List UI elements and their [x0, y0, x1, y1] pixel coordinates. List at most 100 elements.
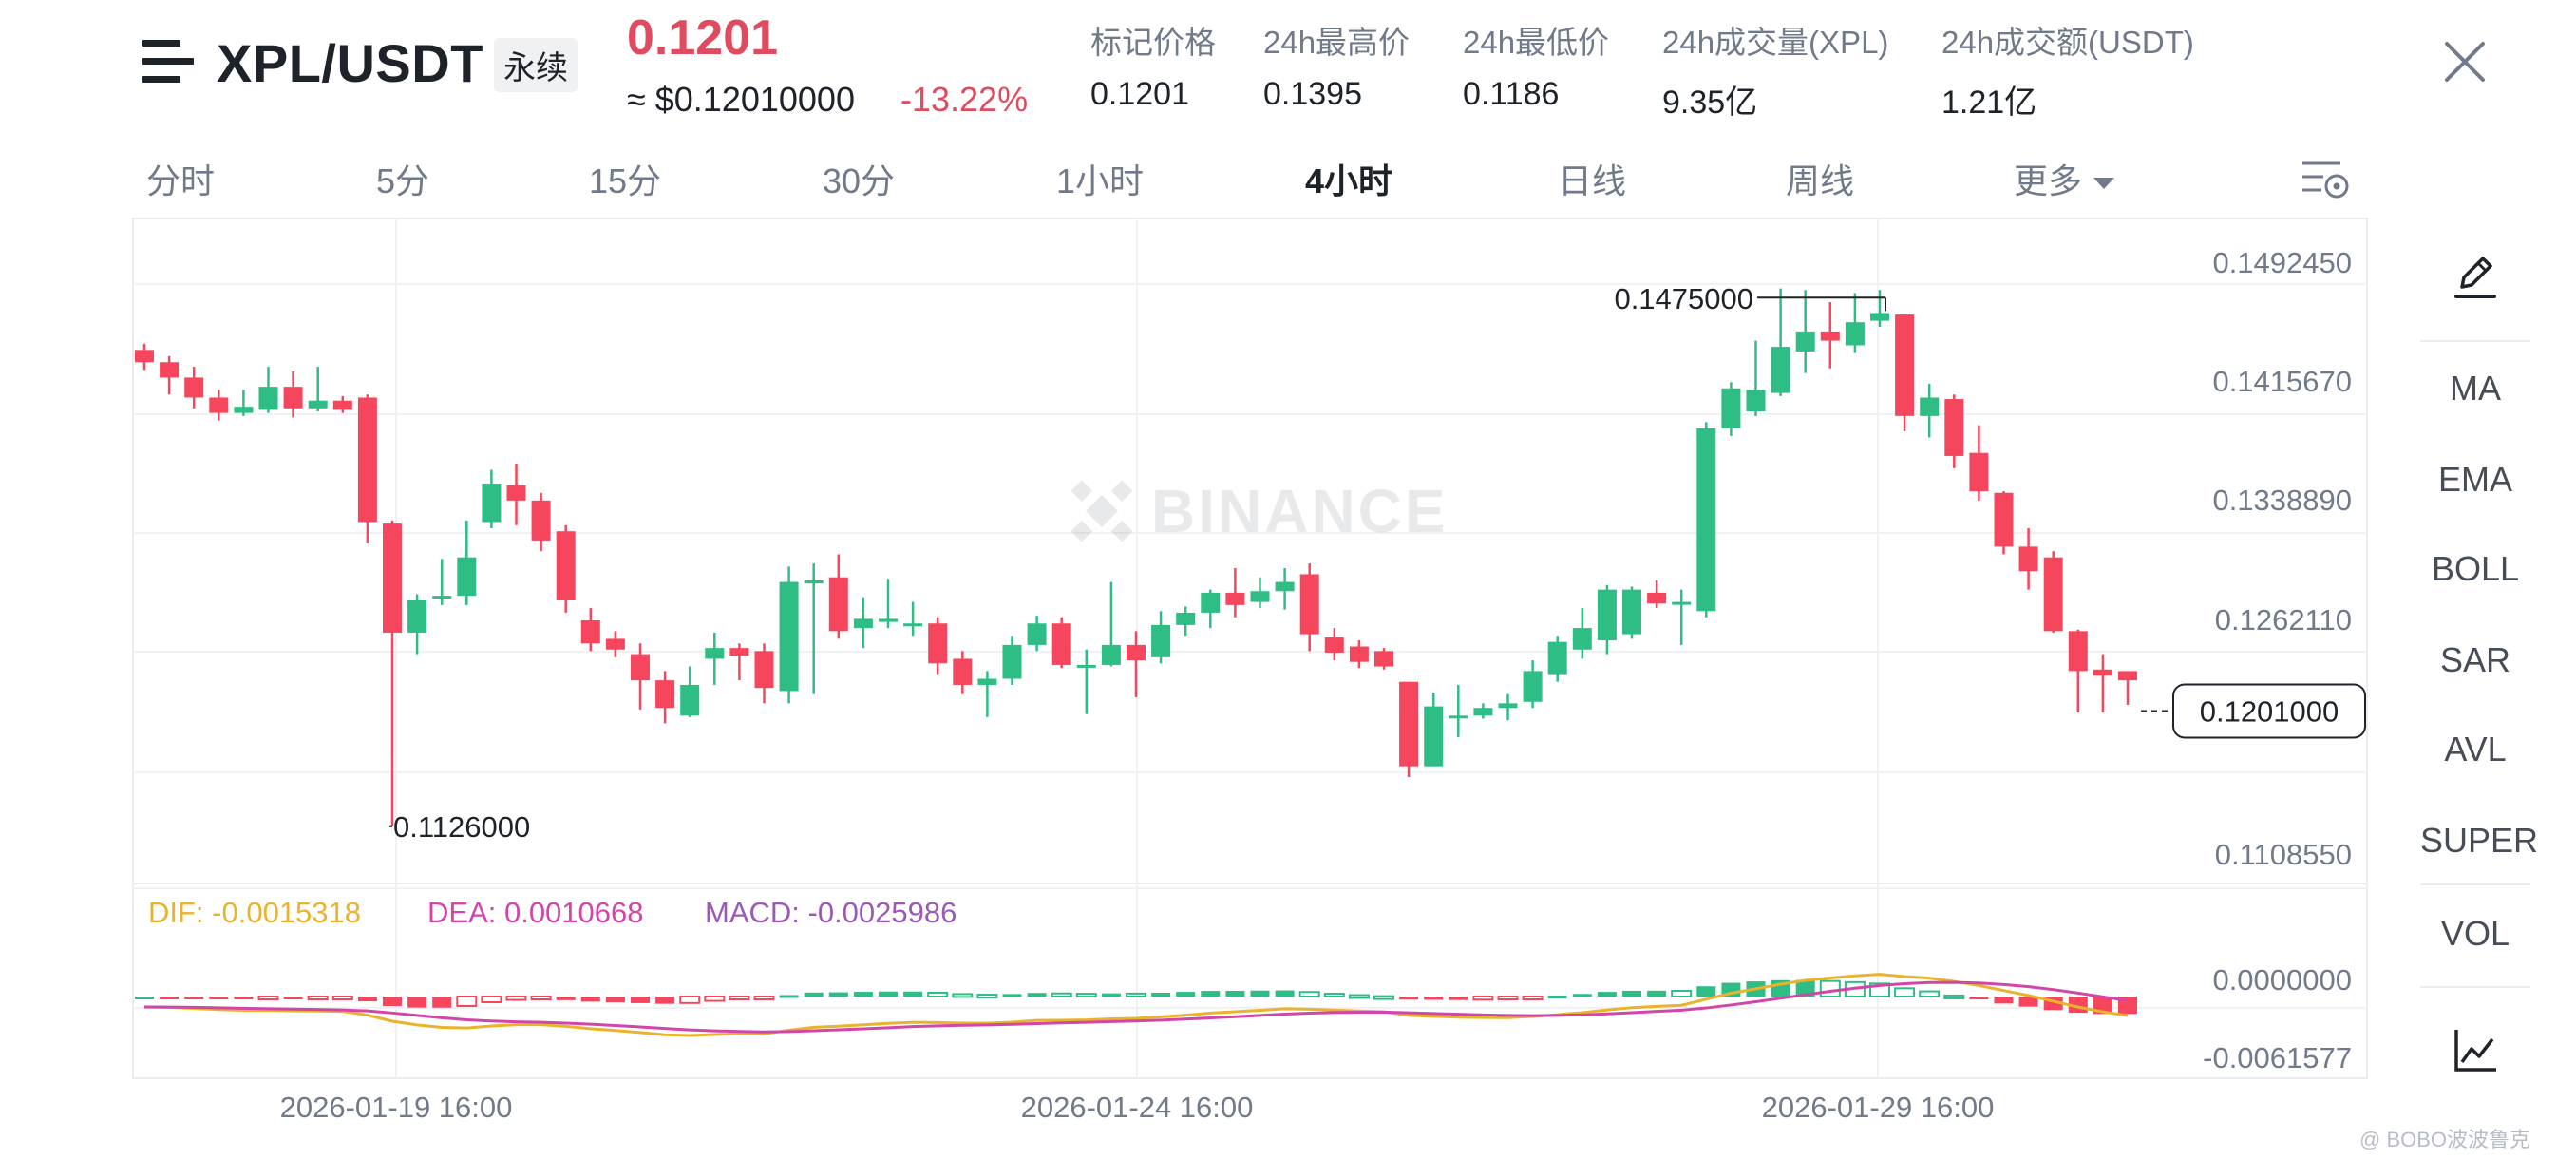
hamburger-menu-icon[interactable] [142, 40, 194, 84]
candle-body [1920, 397, 1940, 416]
trading-pair-title[interactable]: XPL/USDT [217, 33, 483, 93]
macd-histogram-bar [135, 997, 154, 999]
tab-4h[interactable]: 4小时 [1305, 162, 1393, 200]
toolbar-divider [2420, 340, 2530, 342]
tab-time-sharing[interactable]: 分时 [146, 162, 216, 200]
candle-body [1994, 492, 2014, 547]
candle [779, 566, 799, 704]
macd-histogram-bar [828, 992, 848, 997]
candle [308, 367, 328, 412]
macd-histogram-bar [1449, 997, 1468, 1000]
macd-histogram-bar [257, 996, 279, 1000]
macd-value-label: MACD: -0.0025986 [705, 896, 957, 929]
candle [879, 579, 898, 629]
macd-tick-label: 0.0000000 [2212, 963, 2352, 997]
tab-30m[interactable]: 30分 [823, 162, 896, 200]
candle-body [1498, 703, 1518, 709]
tab-more[interactable]: 更多 [2014, 154, 2115, 203]
macd-dea-label: DEA: 0.0010668 [427, 896, 644, 929]
candle-body [1597, 589, 1617, 641]
binance-watermark: BINANCE [1070, 477, 1446, 545]
candle-body [432, 596, 452, 599]
candle-body [754, 651, 774, 689]
candle-body [234, 407, 254, 413]
candle [2018, 527, 2038, 590]
candle-body [804, 580, 824, 584]
candle-body [482, 484, 502, 522]
candle [903, 601, 923, 636]
line-chart-icon[interactable] [2449, 1024, 2502, 1077]
candle-body [879, 618, 898, 622]
candle-body [680, 684, 700, 716]
candle [1622, 586, 1641, 639]
indicator-ema[interactable]: EMA [2437, 460, 2512, 499]
candle [853, 597, 873, 649]
candle [1572, 608, 1592, 659]
indicator-sar[interactable]: SAR [2439, 640, 2511, 679]
dif-line [143, 973, 2129, 1037]
tab-15m[interactable]: 15分 [589, 162, 662, 200]
candle-body [1424, 706, 1444, 767]
candle-body [655, 680, 675, 709]
candle [234, 390, 254, 416]
tab-5m[interactable]: 5分 [376, 162, 430, 200]
candle [977, 671, 997, 717]
stat-label: 24h成交额(USDT) [1941, 25, 2194, 60]
macd-histogram-bar [1250, 990, 1270, 997]
candle [184, 367, 204, 408]
candle [383, 520, 402, 759]
candle [556, 524, 576, 613]
tab-1d[interactable]: 日线 [1558, 162, 1627, 200]
candle-body [1374, 651, 1393, 667]
price-change-percent: -13.22% [900, 80, 1029, 119]
candle [1647, 580, 1667, 609]
candle [357, 394, 377, 544]
contract-type-badge: 永续 [494, 38, 578, 92]
candle [1795, 290, 1815, 373]
stat-value: 9.35亿 [1662, 85, 1758, 121]
stat-label: 24h最低价 [1463, 25, 1610, 60]
source-watermark: @ BOBO波波鲁克 [2359, 1128, 2531, 1151]
candle-body [953, 658, 973, 685]
macd-histogram-bar [331, 996, 353, 1000]
candle [1201, 589, 1221, 629]
indicator-avl[interactable]: AVL [2444, 730, 2507, 769]
candle [160, 355, 180, 395]
macd-histogram-bar [1547, 996, 1567, 999]
last-price: 0.1201 [627, 10, 779, 66]
indicator-vol[interactable]: VOL [2440, 914, 2510, 953]
macd-histogram-bar [1399, 997, 1419, 1000]
candle-body [2043, 557, 2063, 632]
candle-body [1944, 399, 1964, 456]
macd-histogram-bar [1472, 996, 1494, 1001]
candle-body [1647, 592, 1667, 604]
macd-histogram-bar [1075, 993, 1097, 998]
candle [828, 554, 848, 639]
chart-settings-icon[interactable] [2299, 152, 2352, 205]
annotations: 0.1475000 0.1126000 0.1201000 [389, 282, 2366, 844]
candle-body [779, 581, 799, 692]
candle-body [1547, 641, 1567, 674]
indicator-super[interactable]: SUPER [2420, 821, 2539, 860]
candle [1027, 616, 1047, 652]
indicator-ma[interactable]: MA [2450, 369, 2501, 408]
candle [631, 643, 650, 710]
macd-histogram-bar [383, 997, 402, 1007]
tab-1h[interactable]: 1小时 [1056, 162, 1145, 200]
macd-histogram-bar [1819, 979, 1841, 998]
candle [1523, 660, 1543, 709]
candle [1721, 382, 1741, 436]
candle [1597, 584, 1617, 655]
stat-label: 24h最高价 [1263, 25, 1411, 60]
candle-body [1027, 623, 1047, 645]
close-icon[interactable] [2441, 38, 2489, 86]
tab-1w[interactable]: 周线 [1786, 162, 1855, 200]
indicator-boll[interactable]: BOLL [2431, 549, 2520, 588]
candle-body [556, 531, 576, 600]
candle-body [1324, 636, 1344, 653]
candle [2118, 671, 2137, 705]
candle-body [357, 397, 377, 522]
macd-histogram-bar [655, 997, 675, 1004]
pencil-draw-icon[interactable] [2449, 249, 2502, 302]
